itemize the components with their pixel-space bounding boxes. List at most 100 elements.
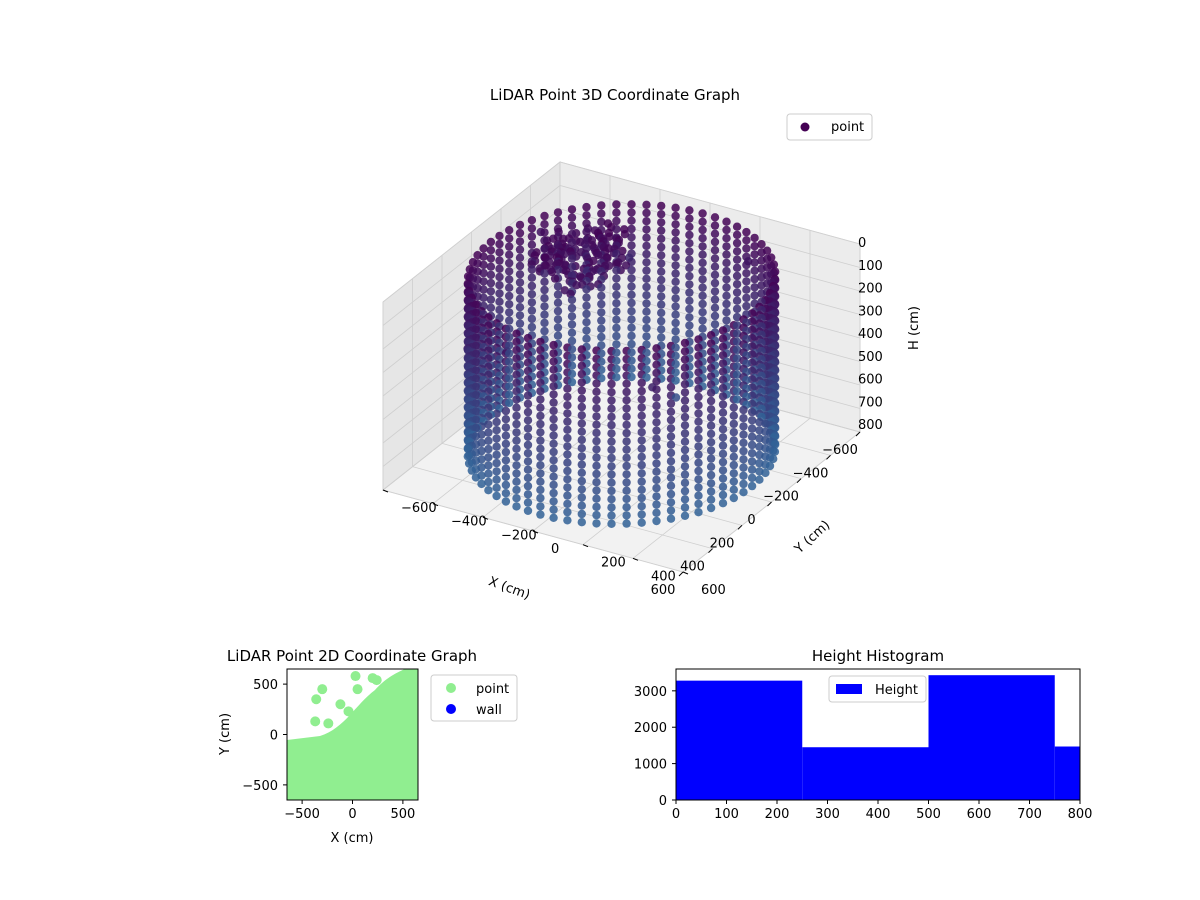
chart-3d-point xyxy=(742,269,751,278)
chart-3d-point xyxy=(652,467,661,476)
chart-3d-point xyxy=(637,428,646,437)
chart-3d-point xyxy=(642,323,651,333)
chart-3d-point xyxy=(486,262,496,271)
chart-3d-point xyxy=(563,392,572,402)
chart-3d-ytick xyxy=(382,489,389,493)
chart-3d-point xyxy=(722,283,731,292)
chart-3d-point xyxy=(464,459,474,468)
chart-3d-point xyxy=(657,267,666,276)
chart-2d-ytick-label: 0 xyxy=(270,729,278,744)
chart-3d-point xyxy=(694,401,703,410)
chart-3d-point xyxy=(563,401,572,410)
chart-3d-point xyxy=(627,298,636,308)
chart-3d-point xyxy=(540,310,549,319)
chart-3d-point xyxy=(523,481,533,491)
chart-2d-point xyxy=(343,706,354,717)
chart-3d-point xyxy=(680,412,690,422)
chart-3d-point xyxy=(515,220,525,230)
chart-3d-point xyxy=(495,239,504,249)
chart-3d-point xyxy=(657,292,666,301)
chart-3d-point xyxy=(666,514,676,523)
chart-3d-point xyxy=(540,326,549,336)
chart-3d-point xyxy=(718,449,728,459)
chart-3d-point xyxy=(486,295,496,304)
chart-3d-point xyxy=(680,355,690,364)
chart-3d-point xyxy=(666,440,676,449)
chart-3d-point xyxy=(627,356,636,365)
chart-3d-point xyxy=(666,481,676,490)
chart-3d-point xyxy=(671,253,680,262)
chart-3d-point xyxy=(549,414,558,424)
chart-3d-ticks: −600−400−2000200400600−600−400−200020040… xyxy=(382,236,883,598)
chart-3d-point xyxy=(698,324,707,333)
chart-3d-point xyxy=(563,499,572,509)
chart-3d-point xyxy=(694,491,703,500)
chart-3d-point xyxy=(652,434,661,443)
chart-3d-point xyxy=(527,232,537,241)
chart-3d-point xyxy=(627,315,636,324)
chart-3d-point xyxy=(698,275,707,284)
chart-3d-point xyxy=(567,312,577,321)
chart-3d-point xyxy=(505,250,514,259)
chart-3d-point xyxy=(505,275,514,284)
chart-3d-point xyxy=(486,254,496,263)
chart-3d-point xyxy=(685,222,694,231)
chart-3d-point xyxy=(582,301,591,310)
chart-3d-point xyxy=(523,449,533,458)
chart-3d-point xyxy=(729,403,738,412)
chart-3d-point xyxy=(549,349,558,358)
chart-3d-point xyxy=(553,306,563,316)
chart-3d-point xyxy=(597,365,606,375)
chart-3d-point xyxy=(484,453,493,462)
chart-3d-point xyxy=(757,264,766,274)
chart-3d-point xyxy=(685,239,694,248)
chart-3d-point xyxy=(612,323,621,333)
chart-3d-point xyxy=(722,299,731,309)
chart-3d-point xyxy=(577,402,586,412)
chart-3d-point xyxy=(637,395,646,404)
histogram-ytick-label: 3000 xyxy=(634,685,667,700)
chart-3d-point xyxy=(549,340,558,350)
chart-3d-point xyxy=(527,224,537,233)
chart-3d-point xyxy=(732,247,742,256)
chart-3d-point xyxy=(563,450,572,459)
chart-3d-point xyxy=(527,240,537,249)
chart-3d-point xyxy=(642,208,651,218)
chart-3d-point xyxy=(627,274,636,283)
chart-3d-point xyxy=(729,428,738,437)
chart-3d-point xyxy=(666,415,676,425)
chart-3d-point xyxy=(642,217,651,226)
chart-3d-point xyxy=(492,467,501,476)
chart-3d-point xyxy=(527,216,537,225)
chart-3d-point xyxy=(549,431,558,440)
chart-3d-point xyxy=(492,475,501,484)
chart-3d-point xyxy=(710,278,720,288)
chart-3d-point xyxy=(549,406,558,416)
chart-3d-point xyxy=(671,220,680,229)
chart-3d-point xyxy=(515,245,525,254)
chart-3d-point xyxy=(495,248,504,257)
chart-3d-point xyxy=(577,386,586,395)
chart-3d-point xyxy=(680,421,690,430)
chart-3d-point xyxy=(718,383,728,393)
chart-3d-point xyxy=(479,252,488,261)
chart-3d-point xyxy=(540,285,549,295)
chart-3d-point xyxy=(495,256,504,265)
chart-3d-point xyxy=(523,391,533,400)
chart-3d-point xyxy=(549,423,558,432)
chart-3d-point xyxy=(742,236,751,245)
chart-3d-point xyxy=(622,412,631,421)
chart-3d-point xyxy=(698,242,707,251)
chart-3d-point xyxy=(549,439,558,448)
chart-3d-point xyxy=(607,404,616,413)
chart-3d-point xyxy=(622,437,631,446)
histogram-ytick-label: 1000 xyxy=(634,758,667,773)
chart-2d-point xyxy=(317,684,328,695)
chart-3d-point xyxy=(567,353,577,362)
chart-3d-point xyxy=(540,269,549,278)
chart-3d-point xyxy=(747,407,757,417)
chart-3d-point xyxy=(592,428,601,438)
chart-3d-point xyxy=(757,248,766,257)
histogram-xtick-label: 500 xyxy=(916,807,941,822)
chart-3d-point xyxy=(467,466,476,475)
